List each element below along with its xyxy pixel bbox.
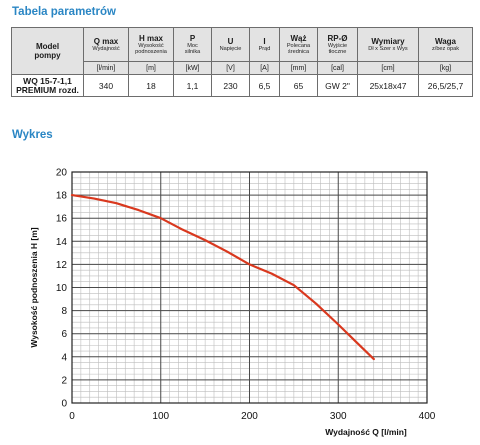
y-tick-label: 8: [61, 306, 67, 317]
value-cell: 65: [279, 74, 318, 97]
unit-cell: [A]: [249, 61, 280, 75]
y-tick-label: 20: [56, 168, 68, 179]
y-axis-label: Wysokość podnoszenia H [m]: [29, 227, 39, 347]
x-tick-label: 200: [241, 411, 258, 422]
col-header-h-max: H max Wysokość podnoszenia: [128, 27, 174, 62]
unit-cell: [l/min]: [83, 61, 129, 75]
col-sub: średnica: [287, 49, 310, 55]
x-tick-label: 400: [419, 411, 436, 422]
plot-frame: [71, 171, 428, 404]
unit-cell: [kW]: [173, 61, 212, 75]
y-tick-label: 2: [61, 375, 67, 386]
col-sub: Moc: [187, 42, 198, 49]
col-sub: silnika: [184, 49, 201, 55]
model-name-cell: WQ 15-7-1,1 PREMIUM rozd.: [11, 74, 84, 97]
pump-curve-chart: 0 100 200 300 400 0 2 4 6 8 10 12 14 16 18 20 Wydajnoś…: [29, 168, 436, 438]
x-tick-label: 300: [330, 411, 347, 422]
value-cell: 25x18x47: [357, 74, 419, 97]
value-cell: 1,1: [173, 74, 212, 97]
y-tick-label: 0: [61, 399, 67, 410]
col-name: Wąż: [290, 33, 307, 43]
series-line: [70, 193, 375, 361]
y-tick-label: 4: [61, 352, 67, 363]
x-axis-label: Wydajność Q [l/min]: [325, 427, 407, 437]
col-sub: z/bez opak: [431, 45, 460, 52]
unit-cell: [mm]: [279, 61, 318, 75]
plot-border: [71, 171, 428, 404]
col-name: Waga: [434, 36, 457, 46]
unit-cell: [m]: [128, 61, 174, 75]
col-name: Q max: [93, 36, 119, 46]
value-cell: 18: [128, 74, 174, 97]
col-sub: Napięcie: [219, 45, 242, 52]
unit-cell: [V]: [211, 61, 250, 75]
col-header-hose: Wąż Polecana średnica: [279, 27, 318, 62]
col-name: P: [189, 33, 196, 43]
col-sub: tłoczne: [328, 49, 347, 55]
table-title: Tabela parametrów: [12, 6, 116, 18]
x-tick-label: 100: [152, 411, 169, 422]
table-header-row: Model pompy Q max Wydajność H max Wysokość…: [11, 27, 473, 75]
col-header-dimensions: Wymiary Dł x Szer x Wys: [357, 27, 419, 62]
value-cell: 230: [211, 74, 250, 97]
model-name-line-1: WQ 15-7-1,1: [23, 75, 72, 86]
x-tick-labels: 0 100 200 300 400: [69, 411, 436, 422]
col-header-weight: Waga z/bez opak: [418, 27, 473, 62]
col-header-voltage: U Napięcie: [211, 27, 250, 62]
col-name: U: [227, 36, 234, 46]
col-name: Wymiary: [371, 36, 405, 46]
unit-cell: [cm]: [357, 61, 419, 75]
x-tick-label: 0: [69, 411, 75, 422]
col-name: RP-Ø: [327, 33, 348, 43]
y-tick-labels: 0 2 4 6 8 10 12 14 16 18 20: [56, 168, 68, 410]
y-tick-label: 14: [56, 237, 68, 248]
col-header-q-max: Q max Wydajność: [83, 27, 129, 62]
col-header-outlet: RP-Ø Wyjście tłoczne: [317, 27, 358, 62]
col-header-current: I Prąd: [249, 27, 280, 62]
col-sub: Prąd: [258, 45, 271, 52]
y-tick-label: 12: [56, 260, 68, 271]
y-tick-label: 6: [61, 329, 67, 340]
unit-cell: [cal]: [317, 61, 358, 75]
model-header-line-2: pompy: [34, 51, 61, 60]
chart-title: Wykres: [12, 129, 53, 141]
value-cell: 6,5: [249, 74, 280, 97]
col-header-power: P Moc silnika: [173, 27, 212, 62]
col-name: I: [263, 36, 266, 46]
model-header-line-1: Model: [35, 42, 60, 51]
value-cell: GW 2": [317, 74, 358, 97]
model-header: Model pompy: [11, 27, 84, 75]
parameters-table: Model pompy Q max Wydajność H max Wysokość…: [11, 27, 473, 97]
col-sub: podnoszenia: [135, 49, 167, 55]
col-name: H max: [138, 33, 163, 43]
y-tick-label: 10: [56, 283, 68, 294]
table-row: WQ 15-7-1,1 PREMIUM rozd. 340 18 1,1 230…: [11, 74, 473, 97]
y-tick-label: 18: [56, 191, 68, 202]
y-tick-label: 16: [56, 214, 68, 225]
series-layer: [70, 193, 375, 361]
col-sub: Wydajność: [92, 45, 120, 52]
col-sub: Polecana: [286, 42, 311, 49]
value-cell: 340: [83, 74, 129, 97]
col-sub: Dł x Szer x Wys: [368, 45, 408, 52]
col-sub: Wyjście: [327, 42, 348, 49]
col-sub: Wysokość: [138, 42, 164, 49]
unit-cell: [kg]: [418, 61, 473, 75]
model-name-line-2: PREMIUM rozd.: [16, 84, 79, 95]
value-cell: 26,5/25,7: [418, 74, 473, 97]
